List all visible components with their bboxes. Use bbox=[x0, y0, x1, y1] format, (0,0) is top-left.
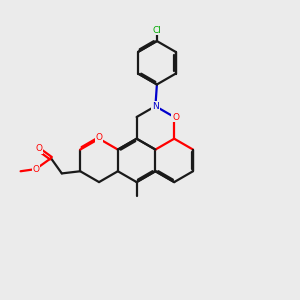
Text: O: O bbox=[35, 145, 43, 154]
Text: N: N bbox=[152, 102, 159, 111]
Text: O: O bbox=[172, 112, 179, 122]
Text: Cl: Cl bbox=[152, 26, 161, 35]
Text: O: O bbox=[95, 133, 103, 142]
Text: O: O bbox=[32, 165, 39, 174]
